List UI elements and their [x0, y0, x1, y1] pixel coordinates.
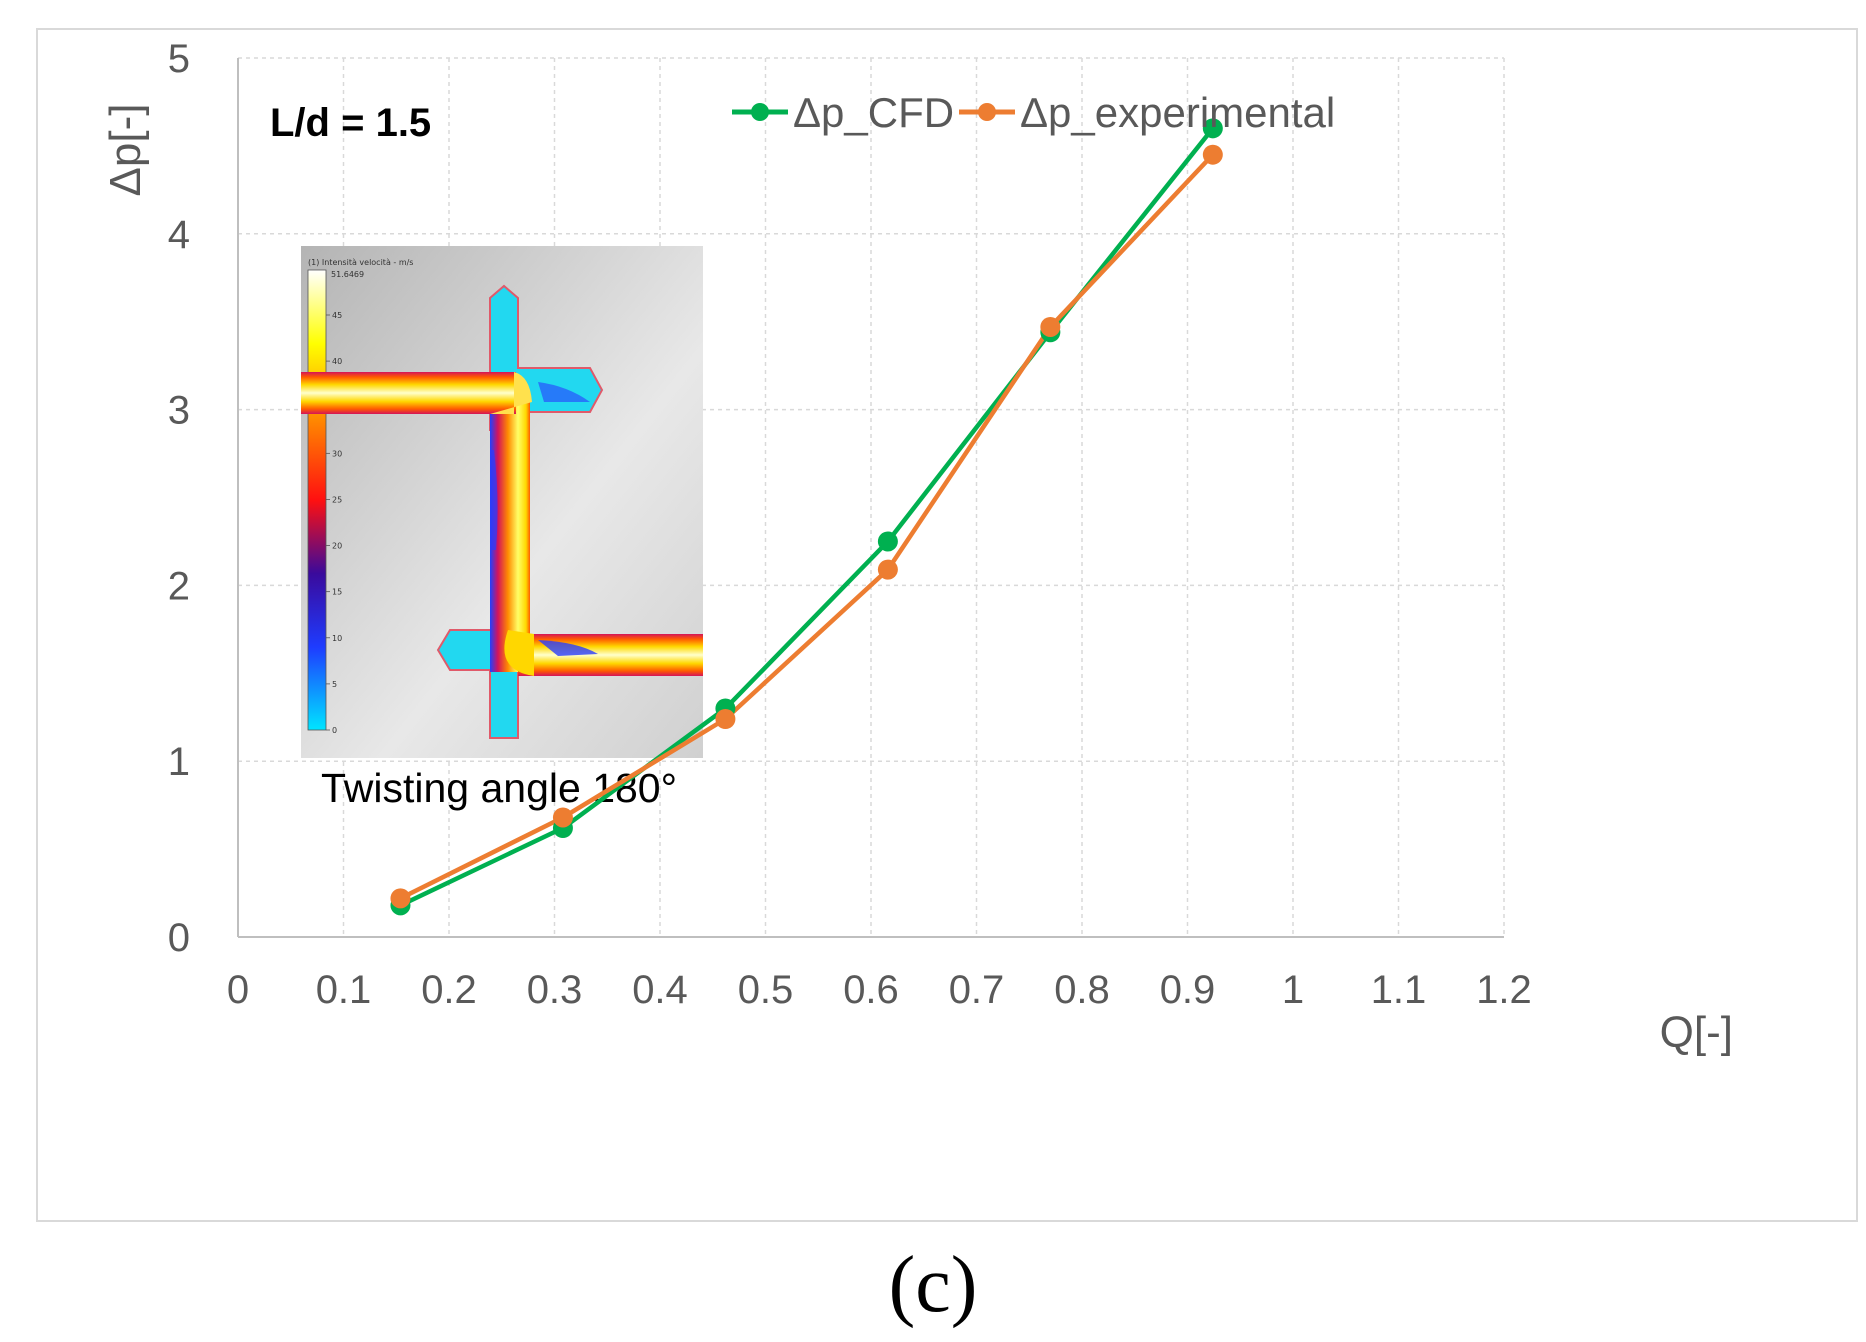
colorbar-tick-label: 25: [332, 495, 342, 504]
data-point-experimental: [1202, 144, 1223, 165]
legend-label-experimental: Δp_experimental: [1020, 89, 1335, 136]
colorbar-tick-label: 40: [332, 357, 342, 366]
colorbar-max-label: 51.6469: [331, 270, 364, 279]
inset-caption: Twisting angle 180°: [321, 765, 677, 811]
colorbar-tick-label: 45: [332, 311, 342, 320]
axes: [237, 58, 1504, 938]
y-tick-labels: 0 1 2 3 4 5: [168, 37, 190, 960]
series-layer: [390, 118, 1223, 916]
x-tick-label: 0.6: [843, 968, 899, 1012]
x-tick-label: 1.1: [1371, 968, 1427, 1012]
y-tick-label: 3: [168, 389, 190, 433]
colorbar: [307, 269, 327, 731]
data-point-cfd: [877, 531, 898, 552]
x-tick-label: 1: [1282, 968, 1304, 1012]
x-tick-label: 0.3: [527, 968, 583, 1012]
series-line-experimental: [399, 153, 1215, 901]
data-point-experimental: [877, 559, 898, 580]
colorbar-tick-label: 0: [332, 726, 337, 735]
data-point-experimental: [715, 709, 736, 730]
colorbar-tick-label: 10: [332, 634, 342, 643]
x-tick-label: 1.2: [1476, 968, 1532, 1012]
x-axis-title: Q[-]: [1660, 1008, 1733, 1057]
data-point-cfd: [1202, 118, 1223, 139]
y-axis-title: Δp[-]: [101, 104, 150, 197]
colorbar-tick-label: 5: [332, 680, 337, 689]
x-tick-label: 0.5: [738, 968, 794, 1012]
data-point-experimental: [390, 888, 411, 909]
legend-marker-experimental: [978, 103, 996, 121]
legend-label-cfd: Δp_CFD: [793, 89, 954, 136]
panel-label: (c): [888, 1241, 978, 1329]
x-tick-label: 0.8: [1054, 968, 1110, 1012]
colorbar-tick-label: 15: [332, 588, 342, 597]
colorbar-tick-label: 30: [332, 449, 342, 458]
y-tick-label: 5: [168, 37, 190, 81]
x-tick-label: 0.4: [632, 968, 688, 1012]
x-tick-label: 0.7: [949, 968, 1005, 1012]
colorbar-tick-label: 20: [332, 542, 342, 551]
y-tick-label: 0: [168, 916, 190, 960]
data-point-experimental: [552, 807, 573, 828]
x-tick-label: 0.9: [1160, 968, 1216, 1012]
legend-marker-cfd: [751, 103, 769, 121]
cfd-inset-image: (1) Intensità velocità - m/s 51.6469 45 4…: [301, 246, 703, 758]
ld-annotation: L/d = 1.5: [270, 101, 431, 145]
x-tick-label: 0.1: [316, 968, 372, 1012]
x-tick-label: 0.2: [421, 968, 477, 1012]
legend: Δp_CFD Δp_experimental: [732, 89, 1335, 136]
x-tick-label: 0: [227, 968, 249, 1012]
y-tick-label: 4: [168, 213, 190, 257]
x-tick-labels: 0 0.1 0.2 0.3 0.4 0.5 0.6 0.7 0.8 0.9 1 1.1 1.2: [227, 968, 1532, 1012]
chart-frame: 0 0.1 0.2 0.3 0.4 0.5 0.6 0.7 0.8 0.9 1 1.1 1.2 0 1 2 3…: [36, 28, 1858, 1222]
legend-item-experimental: Δp_experimental: [959, 89, 1335, 136]
colorbar-title: (1) Intensità velocità - m/s: [308, 258, 413, 267]
y-tick-label: 1: [168, 740, 190, 784]
pipe-geometry: [301, 284, 703, 739]
data-point-experimental: [1040, 316, 1061, 337]
legend-item-cfd: Δp_CFD: [732, 89, 954, 136]
chart: 0 0.1 0.2 0.3 0.4 0.5 0.6 0.7 0.8 0.9 1 1.1 1.2 0 1 2 3…: [101, 37, 1733, 1057]
y-tick-label: 2: [168, 564, 190, 608]
